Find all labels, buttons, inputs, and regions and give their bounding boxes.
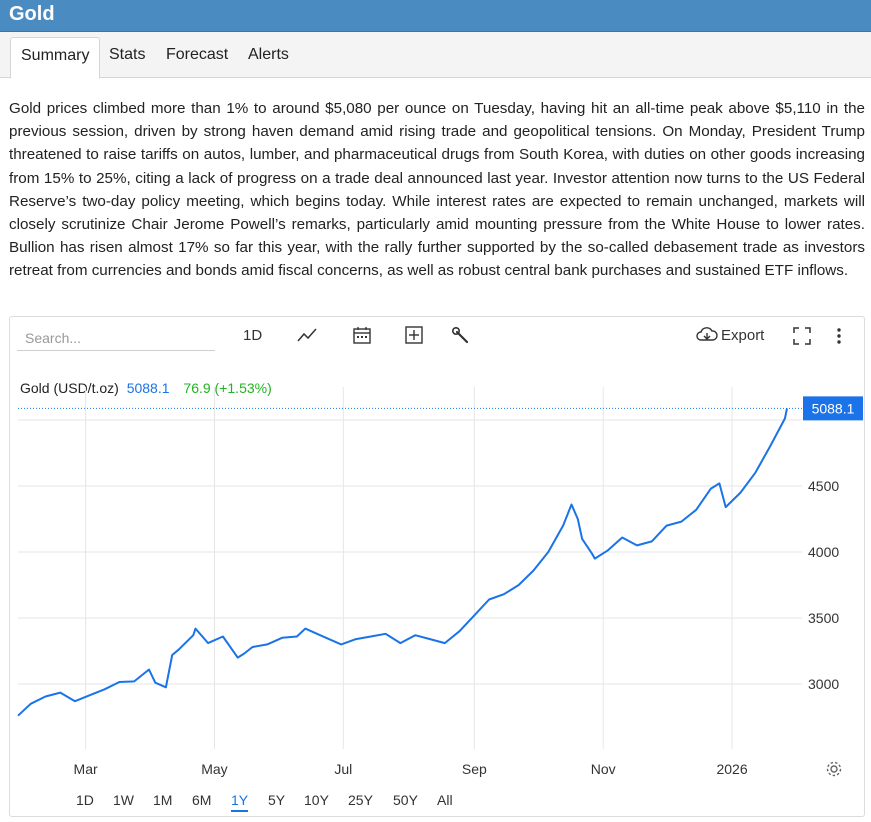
range-all[interactable]: All (437, 792, 453, 808)
y-tick-label: 4000 (808, 544, 839, 560)
x-tick-label: 2026 (716, 761, 747, 777)
x-tick-label: Sep (462, 761, 487, 777)
range-50y[interactable]: 50Y (393, 792, 418, 808)
download-cloud-icon[interactable] (696, 326, 718, 348)
tab-stats[interactable]: Stats (109, 46, 146, 63)
line-chart-icon[interactable] (297, 326, 317, 348)
y-tick-label: 3000 (808, 676, 839, 692)
export-button[interactable]: Export (721, 327, 765, 344)
range-25y[interactable]: 25Y (348, 792, 373, 808)
range-1w[interactable]: 1W (113, 792, 134, 808)
range-6m[interactable]: 6M (192, 792, 212, 808)
y-tick-label: 3500 (808, 610, 839, 626)
last-value-label: 5088.1 (812, 400, 855, 416)
settings-gear-icon[interactable] (825, 760, 843, 782)
wrench-icon[interactable] (451, 326, 471, 350)
x-tick-label: Nov (591, 761, 616, 777)
series-line-gold (17, 408, 788, 717)
range-1m[interactable]: 1M (153, 792, 173, 808)
x-tick-label: May (201, 761, 227, 777)
tab-alerts[interactable]: Alerts (248, 46, 289, 63)
last-value-tag (803, 396, 863, 421)
tab-bar: Summary Stats Forecast Alerts (0, 32, 871, 79)
price-chart[interactable]: 3000 3500 4000 4500 Mar May Jul Sep Nov 2026 5088.… (10, 317, 864, 782)
legend-change: 76.9 (+1.53%) (183, 380, 272, 396)
fullscreen-icon[interactable] (792, 326, 812, 350)
search-input[interactable] (17, 325, 215, 351)
range-5y[interactable]: 5Y (268, 792, 286, 808)
tab-forecast[interactable]: Forecast (166, 46, 229, 63)
more-icon[interactable] (836, 327, 842, 349)
title-bar: Gold (0, 0, 871, 32)
range-1d[interactable]: 1D (76, 792, 94, 808)
add-indicator-icon[interactable] (404, 325, 424, 349)
tab-summary[interactable]: Summary (10, 37, 101, 79)
y-tick-label: 4500 (808, 478, 839, 494)
interval-button[interactable]: 1D (243, 327, 263, 344)
legend-series-name: Gold (USD/t.oz) (20, 380, 119, 396)
calendar-icon[interactable] (352, 325, 372, 349)
range-1y[interactable]: 1Y (231, 792, 249, 812)
chart-widget: 1D Export Gold (USD/t.oz) 5088.1 76.9 (+… (9, 316, 865, 817)
summary-paragraph: Gold prices climbed more than 1% to arou… (9, 100, 865, 280)
chart-legend: Gold (USD/t.oz) 5088.1 76.9 (+1.53%) (20, 380, 272, 396)
range-10y[interactable]: 10Y (304, 792, 329, 808)
range-selector: 1D 1W 1M 6M 1Y 5Y 10Y 25Y 50Y All (10, 786, 864, 816)
x-tick-label: Jul (334, 761, 352, 777)
page-title: Gold (9, 3, 55, 25)
legend-last-value: 5088.1 (126, 380, 170, 396)
x-tick-label: Mar (74, 761, 98, 777)
